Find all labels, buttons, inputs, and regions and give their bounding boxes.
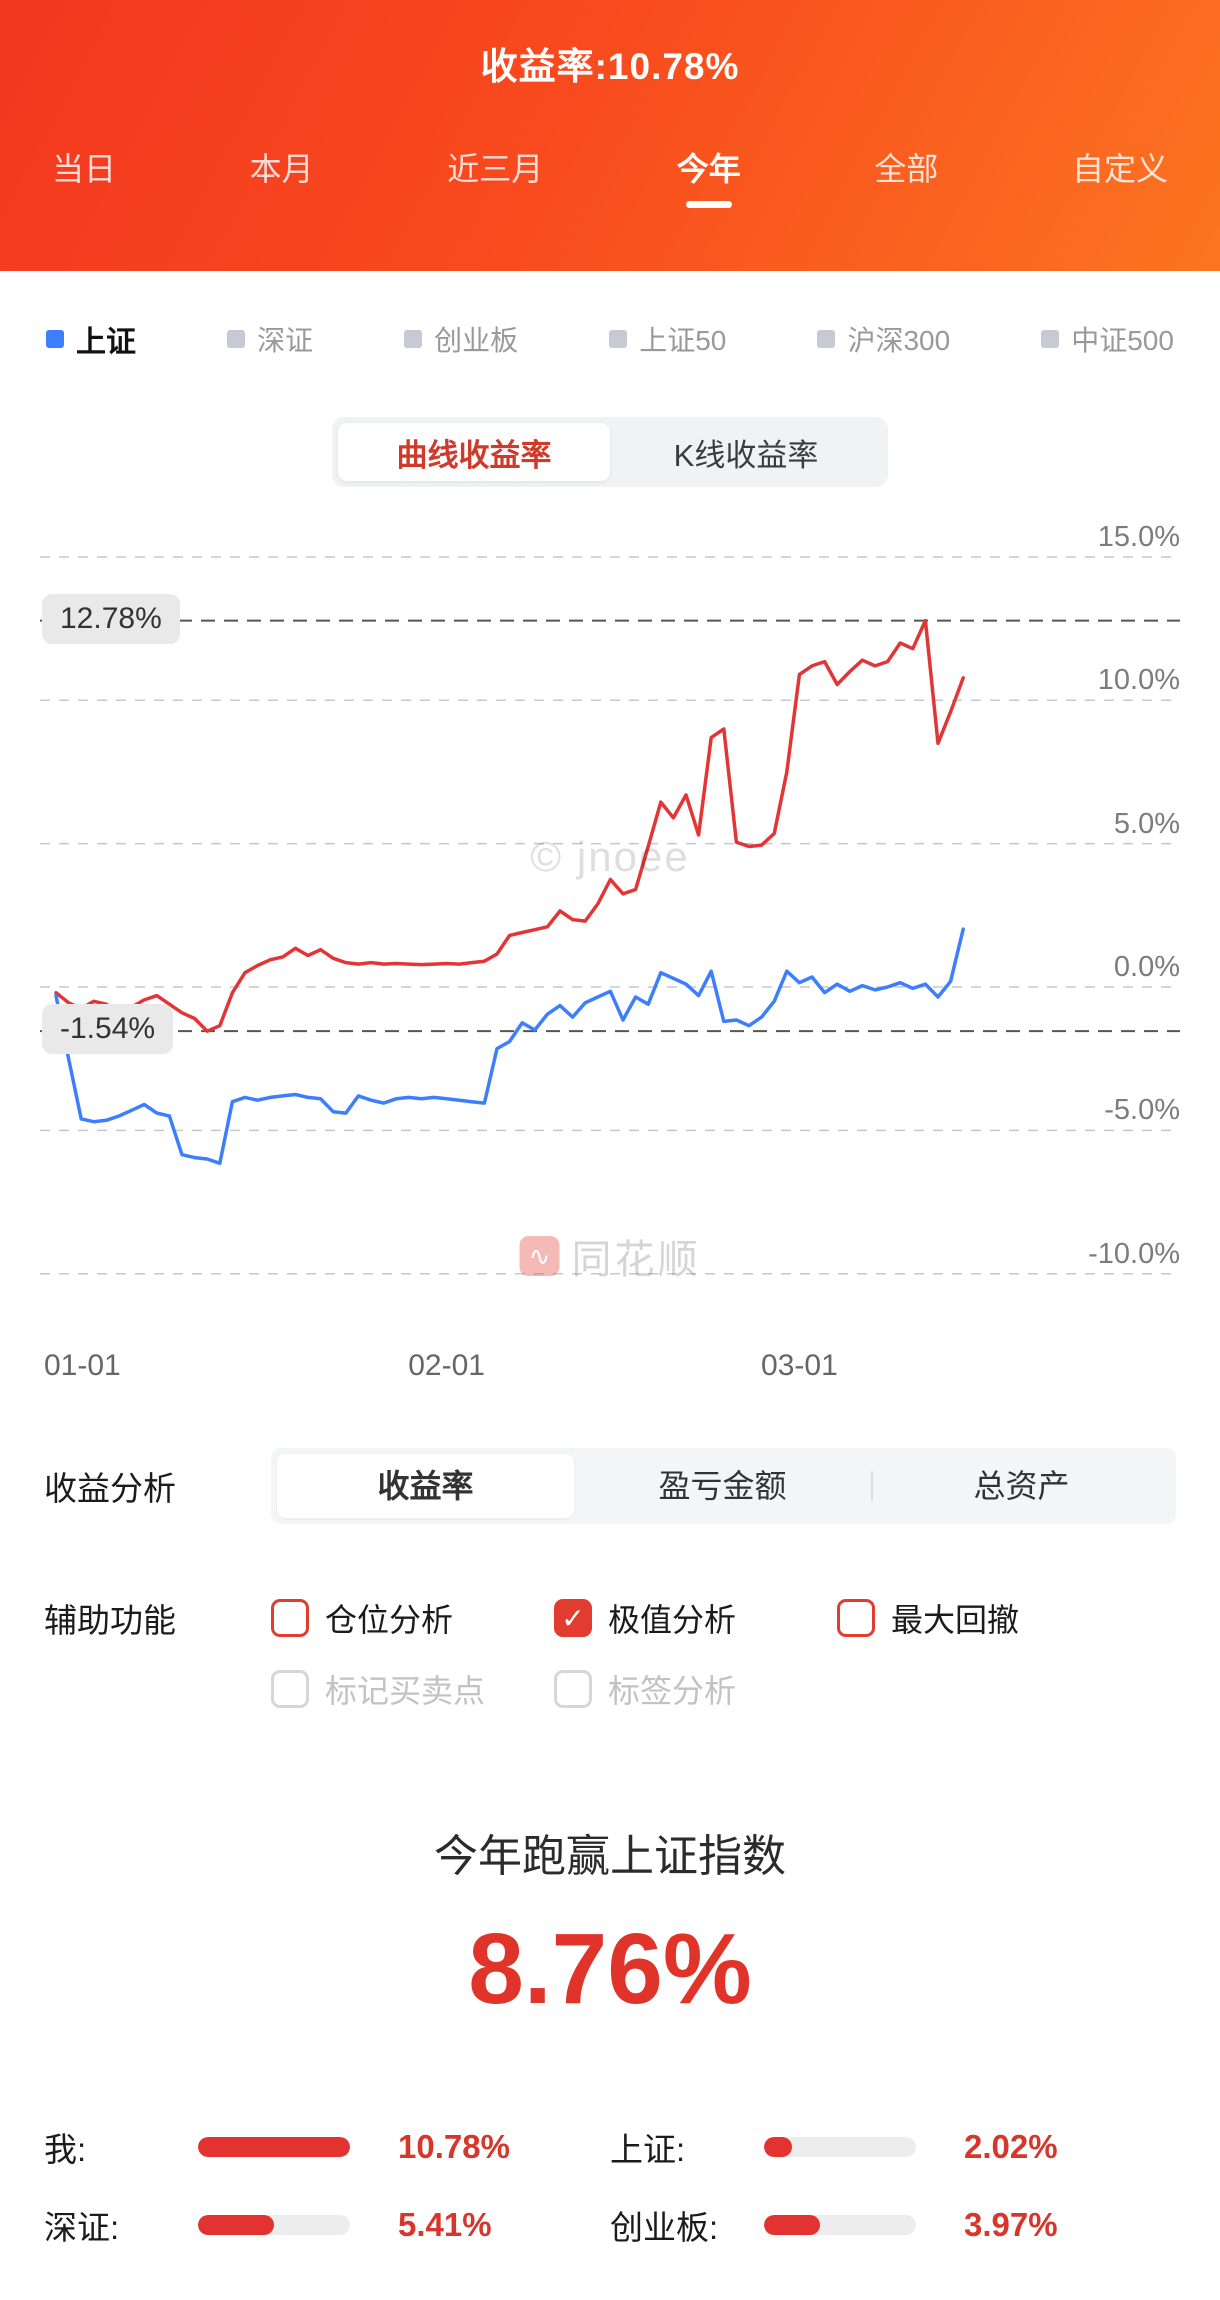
toggle-wrap: 曲线收益率 K线收益率 — [0, 417, 1220, 487]
header: 收益率:10.78% 当日 本月 近三月 今年 全部 自定义 — [0, 0, 1220, 271]
aux-option[interactable]: 标签分析 — [554, 1666, 837, 1712]
series-line-我 — [54, 618, 965, 1033]
index-legend: 上证 深证 创业板 上证50 沪深300 中证500 — [0, 317, 1220, 361]
stat-label: 深证: — [44, 2209, 120, 2246]
legend-swatch — [404, 330, 423, 348]
aux-option-label: 极值分析 — [608, 1602, 737, 1638]
aux-options-row1: 仓位分析 ✓ 极值分析 最大回撤 — [271, 1595, 1176, 1641]
legend-label: 深证 — [257, 325, 314, 356]
checkbox-icon[interactable] — [837, 1599, 875, 1637]
aux-section-row2: 标记买卖点 标签分析 — [0, 1666, 1220, 1712]
time-range-tab-label: 自定义 — [1071, 151, 1168, 187]
aux-option-label: 最大回撤 — [891, 1602, 1020, 1638]
stat-label: 创业板: — [610, 2209, 719, 2246]
analysis-tab[interactable]: 盈亏金额 — [658, 1468, 787, 1504]
chart-type-option[interactable]: 曲线收益率 — [338, 423, 610, 481]
checkbox-checked-icon[interactable]: ✓ — [554, 1599, 592, 1637]
aux-option-label: 标记买卖点 — [325, 1673, 486, 1709]
stat-bar-fill — [764, 2137, 793, 2157]
stat-value: 10.78% — [398, 2128, 510, 2165]
chart-type-option[interactable]: K线收益率 — [610, 423, 882, 481]
time-range-tab-label: 本月 — [249, 151, 314, 187]
stat-bar-track — [764, 2137, 916, 2157]
time-range-tab-4[interactable]: 今年 — [677, 144, 741, 208]
stat-item: 深证: 5.41% — [44, 2201, 610, 2249]
stat-item: 创业板: 3.97% — [610, 2201, 1176, 2249]
time-range-tab-label: 当日 — [52, 151, 117, 187]
stat-value: 5.41% — [398, 2206, 492, 2243]
legend-swatch — [227, 330, 246, 348]
time-range-tab-label: 近三月 — [447, 151, 544, 187]
tab-divider — [871, 1471, 873, 1501]
stat-bar-fill — [198, 2137, 350, 2157]
legend-label: 上证 — [76, 326, 136, 359]
stat-item: 上证: 2.02% — [610, 2123, 1176, 2171]
analysis-section-label: 收益分析 — [44, 1470, 176, 1507]
time-range-tab-1[interactable]: 当日 — [52, 144, 116, 208]
stat-bar-fill — [764, 2215, 820, 2235]
legend-item[interactable]: 上证50 — [609, 319, 726, 359]
brand-watermark: ∿ 同花顺 — [519, 1227, 701, 1285]
aux-option[interactable]: 最大回撤 — [837, 1595, 1120, 1641]
checkbox-icon[interactable] — [554, 1670, 592, 1708]
stat-bar-track — [198, 2137, 350, 2157]
legend-swatch — [46, 330, 64, 348]
legend-swatch — [609, 330, 628, 348]
aux-options-row2: 标记买卖点 标签分析 — [271, 1666, 1176, 1712]
series-line-上证 — [54, 927, 965, 1166]
aux-option[interactable]: ✓ 极值分析 — [554, 1595, 837, 1641]
aux-option[interactable]: 仓位分析 — [271, 1595, 554, 1641]
checkbox-icon[interactable] — [271, 1599, 309, 1637]
brand-watermark-text: 同花顺 — [571, 1238, 701, 1282]
chart-type-toggle: 曲线收益率 K线收益率 — [332, 417, 888, 487]
active-tab-underline — [685, 201, 732, 208]
aux-section: 辅助功能 仓位分析 ✓ 极值分析 最大回撤 — [0, 1594, 1220, 1642]
legend-item[interactable]: 沪深300 — [817, 319, 950, 359]
stat-item: 我: 10.78% — [44, 2123, 610, 2171]
brand-logo-icon: ∿ — [519, 1236, 560, 1276]
aux-section-label: 辅助功能 — [44, 1602, 176, 1639]
copyright-watermark: © jnoee — [530, 833, 690, 880]
aux-option-label: 仓位分析 — [325, 1602, 454, 1638]
legend-label: 创业板 — [434, 325, 519, 356]
time-range-tab-5[interactable]: 全部 — [874, 144, 938, 208]
stats-grid: 我: 10.78% 上证: 2.02% 深证: 5.41% 创业板: 3.97% — [0, 2123, 1220, 2249]
legend-swatch — [1041, 330, 1060, 348]
time-range-tab-3[interactable]: 近三月 — [447, 144, 543, 208]
legend-label: 中证500 — [1071, 325, 1174, 356]
analysis-tab[interactable]: 收益率 — [277, 1454, 574, 1518]
legend-label: 上证50 — [639, 325, 727, 356]
stat-bar-fill — [198, 2215, 275, 2235]
stat-bar-track — [198, 2215, 350, 2235]
legend-item[interactable]: 上证 — [46, 317, 136, 361]
chart-section: 15.0% 10.0% 5.0% 0.0% -5.0% -10.0% 12.78% -1.54… — [0, 521, 1220, 1412]
stat-label: 上证: — [610, 2131, 686, 2168]
summary-value: 8.76% — [468, 1913, 752, 2025]
aux-option-label: 标签分析 — [608, 1673, 737, 1709]
checkbox-icon[interactable] — [271, 1670, 309, 1708]
returns-line-chart — [40, 556, 1180, 1275]
page-title: 收益率:10.78% — [480, 46, 740, 87]
legend-item[interactable]: 中证500 — [1041, 319, 1174, 359]
time-range-tab-2[interactable]: 本月 — [250, 144, 314, 208]
analysis-section: 收益分析 收益率 盈亏金额 总资产 — [0, 1448, 1220, 1524]
legend-item[interactable]: 创业板 — [404, 319, 518, 359]
stat-value: 3.97% — [964, 2206, 1058, 2243]
time-range-tab-label: 今年 — [676, 151, 741, 187]
time-tabs: 当日 本月 近三月 今年 全部 自定义 — [0, 144, 1220, 208]
stat-value: 2.02% — [964, 2128, 1058, 2165]
time-range-tab-6[interactable]: 自定义 — [1072, 144, 1168, 208]
stat-bar-track — [764, 2215, 916, 2235]
legend-label: 沪深300 — [847, 325, 951, 356]
analysis-tab[interactable]: 总资产 — [973, 1468, 1070, 1504]
stat-label: 我: — [44, 2131, 87, 2168]
time-range-tab-label: 全部 — [874, 151, 939, 187]
analysis-tabs: 收益率 盈亏金额 总资产 — [271, 1448, 1176, 1524]
legend-swatch — [817, 330, 836, 348]
legend-item[interactable]: 深证 — [227, 319, 313, 359]
aux-option[interactable]: 标记买卖点 — [271, 1666, 554, 1712]
summary-caption: 今年跑赢上证指数 — [434, 1832, 786, 1881]
